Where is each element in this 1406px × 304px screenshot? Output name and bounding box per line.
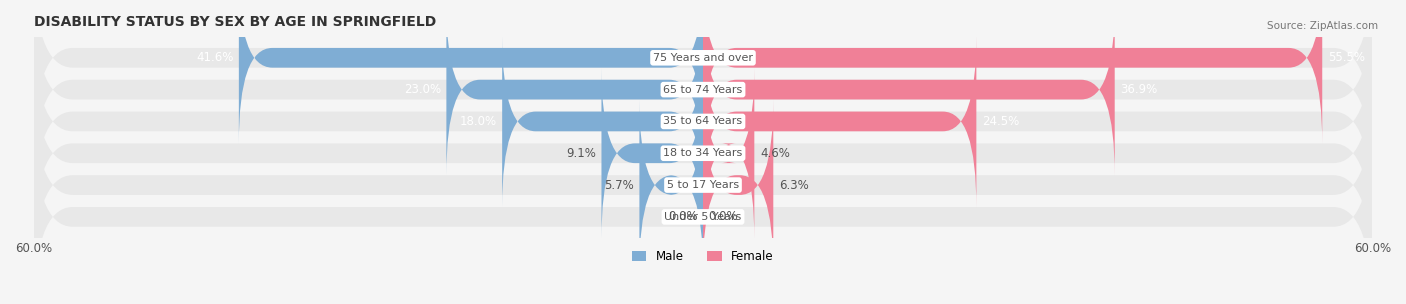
Text: 24.5%: 24.5% <box>981 115 1019 128</box>
FancyBboxPatch shape <box>703 4 1115 175</box>
FancyBboxPatch shape <box>34 20 1372 223</box>
FancyBboxPatch shape <box>703 68 755 239</box>
Text: 0.0%: 0.0% <box>709 210 738 223</box>
FancyBboxPatch shape <box>34 0 1372 159</box>
Text: 5 to 17 Years: 5 to 17 Years <box>666 180 740 190</box>
Legend: Male, Female: Male, Female <box>627 245 779 268</box>
FancyBboxPatch shape <box>34 116 1372 304</box>
FancyBboxPatch shape <box>34 0 1372 191</box>
Text: 18 to 34 Years: 18 to 34 Years <box>664 148 742 158</box>
Text: 75 Years and over: 75 Years and over <box>652 53 754 63</box>
Text: Under 5 Years: Under 5 Years <box>665 212 741 222</box>
Text: 9.1%: 9.1% <box>567 147 596 160</box>
Text: 41.6%: 41.6% <box>195 51 233 64</box>
Text: 36.9%: 36.9% <box>1121 83 1157 96</box>
Text: 55.5%: 55.5% <box>1327 51 1365 64</box>
Text: 18.0%: 18.0% <box>460 115 496 128</box>
Text: DISABILITY STATUS BY SEX BY AGE IN SPRINGFIELD: DISABILITY STATUS BY SEX BY AGE IN SPRIN… <box>34 15 436 29</box>
Text: 23.0%: 23.0% <box>404 83 441 96</box>
FancyBboxPatch shape <box>703 36 976 207</box>
FancyBboxPatch shape <box>34 52 1372 255</box>
Text: 5.7%: 5.7% <box>605 178 634 192</box>
FancyBboxPatch shape <box>239 0 703 143</box>
FancyBboxPatch shape <box>703 99 773 271</box>
Text: 0.0%: 0.0% <box>668 210 697 223</box>
FancyBboxPatch shape <box>34 84 1372 287</box>
Text: 35 to 64 Years: 35 to 64 Years <box>664 116 742 126</box>
FancyBboxPatch shape <box>703 0 1322 143</box>
Text: 6.3%: 6.3% <box>779 178 808 192</box>
Text: Source: ZipAtlas.com: Source: ZipAtlas.com <box>1267 21 1378 31</box>
FancyBboxPatch shape <box>446 4 703 175</box>
FancyBboxPatch shape <box>640 99 703 271</box>
Text: 4.6%: 4.6% <box>759 147 790 160</box>
Text: 65 to 74 Years: 65 to 74 Years <box>664 85 742 95</box>
FancyBboxPatch shape <box>602 68 703 239</box>
FancyBboxPatch shape <box>502 36 703 207</box>
